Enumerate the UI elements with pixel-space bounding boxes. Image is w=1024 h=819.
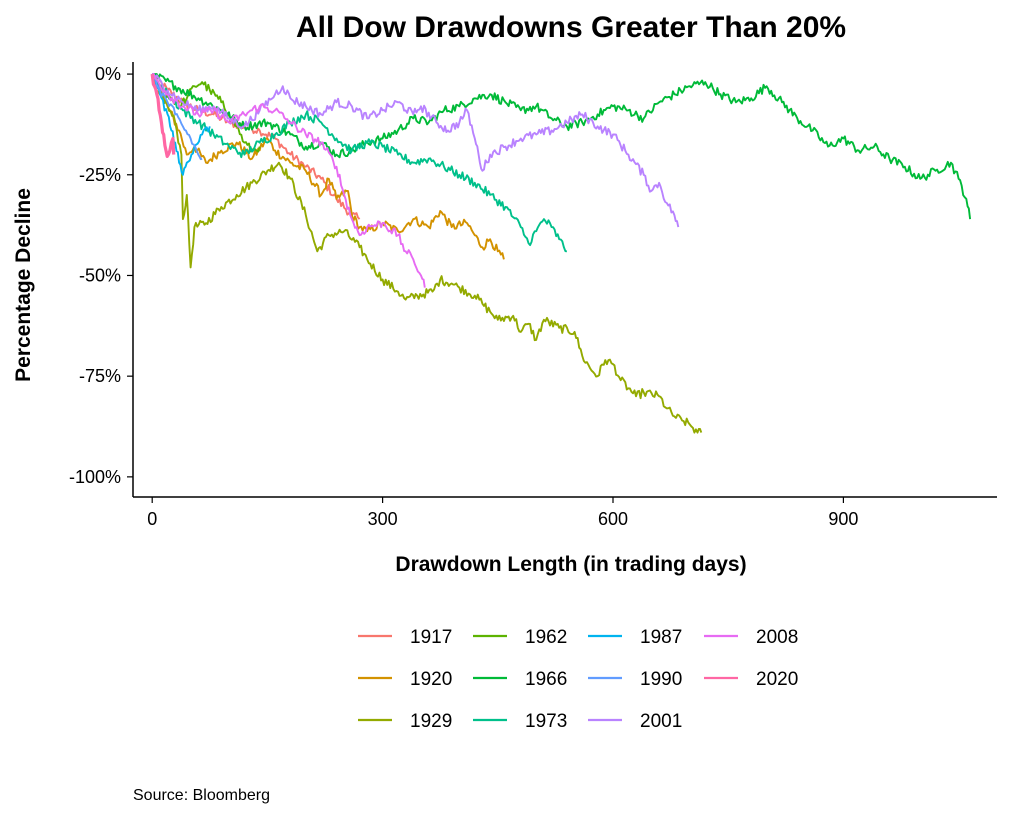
series-line-2020 <box>150 73 176 158</box>
legend-label-1966: 1966 <box>525 669 567 690</box>
legend-label-1987: 1987 <box>640 627 682 648</box>
series-line-2008 <box>152 73 426 288</box>
series-line-1920 <box>151 73 505 260</box>
series-line-2001 <box>152 73 680 228</box>
series-line-1929 <box>151 73 703 434</box>
legend: 1917 1920 1929 1962 1966 1973 1987 1990 2001 2008… <box>358 627 798 732</box>
legend-label-1990: 1990 <box>640 669 682 690</box>
series-line-1987 <box>151 73 211 176</box>
x-tick-label: 900 <box>828 509 858 529</box>
y-tick-label: 0% <box>95 64 121 84</box>
plot-axes: 0% -25% -50% -75% -100% 0 300 600 900 <box>69 62 997 529</box>
y-tick-label: -50% <box>79 265 121 285</box>
y-tick-label: -25% <box>79 165 121 185</box>
legend-label-1920: 1920 <box>410 669 452 690</box>
legend-label-1973: 1973 <box>525 711 567 732</box>
legend-label-1917: 1917 <box>410 627 452 648</box>
x-axis-title: Drawdown Length (in trading days) <box>395 553 746 576</box>
series-line-1990 <box>151 73 203 161</box>
plot-lines <box>150 73 972 434</box>
x-tick-label: 0 <box>147 509 157 529</box>
x-tick-label: 300 <box>368 509 398 529</box>
x-tick-label: 600 <box>598 509 628 529</box>
y-tick-label: -75% <box>79 366 121 386</box>
legend-label-1929: 1929 <box>410 711 452 732</box>
legend-label-1962: 1962 <box>525 627 567 648</box>
legend-label-2008: 2008 <box>756 627 798 648</box>
y-axis-title: Percentage Decline <box>12 188 35 382</box>
legend-label-2001: 2001 <box>640 711 682 732</box>
y-tick-label: -100% <box>69 467 121 487</box>
source-note: Source: Bloomberg <box>133 787 270 804</box>
series-line-1973 <box>152 73 567 253</box>
legend-label-2020: 2020 <box>756 669 798 690</box>
chart-title: All Dow Drawdowns Greater Than 20% <box>296 11 846 44</box>
